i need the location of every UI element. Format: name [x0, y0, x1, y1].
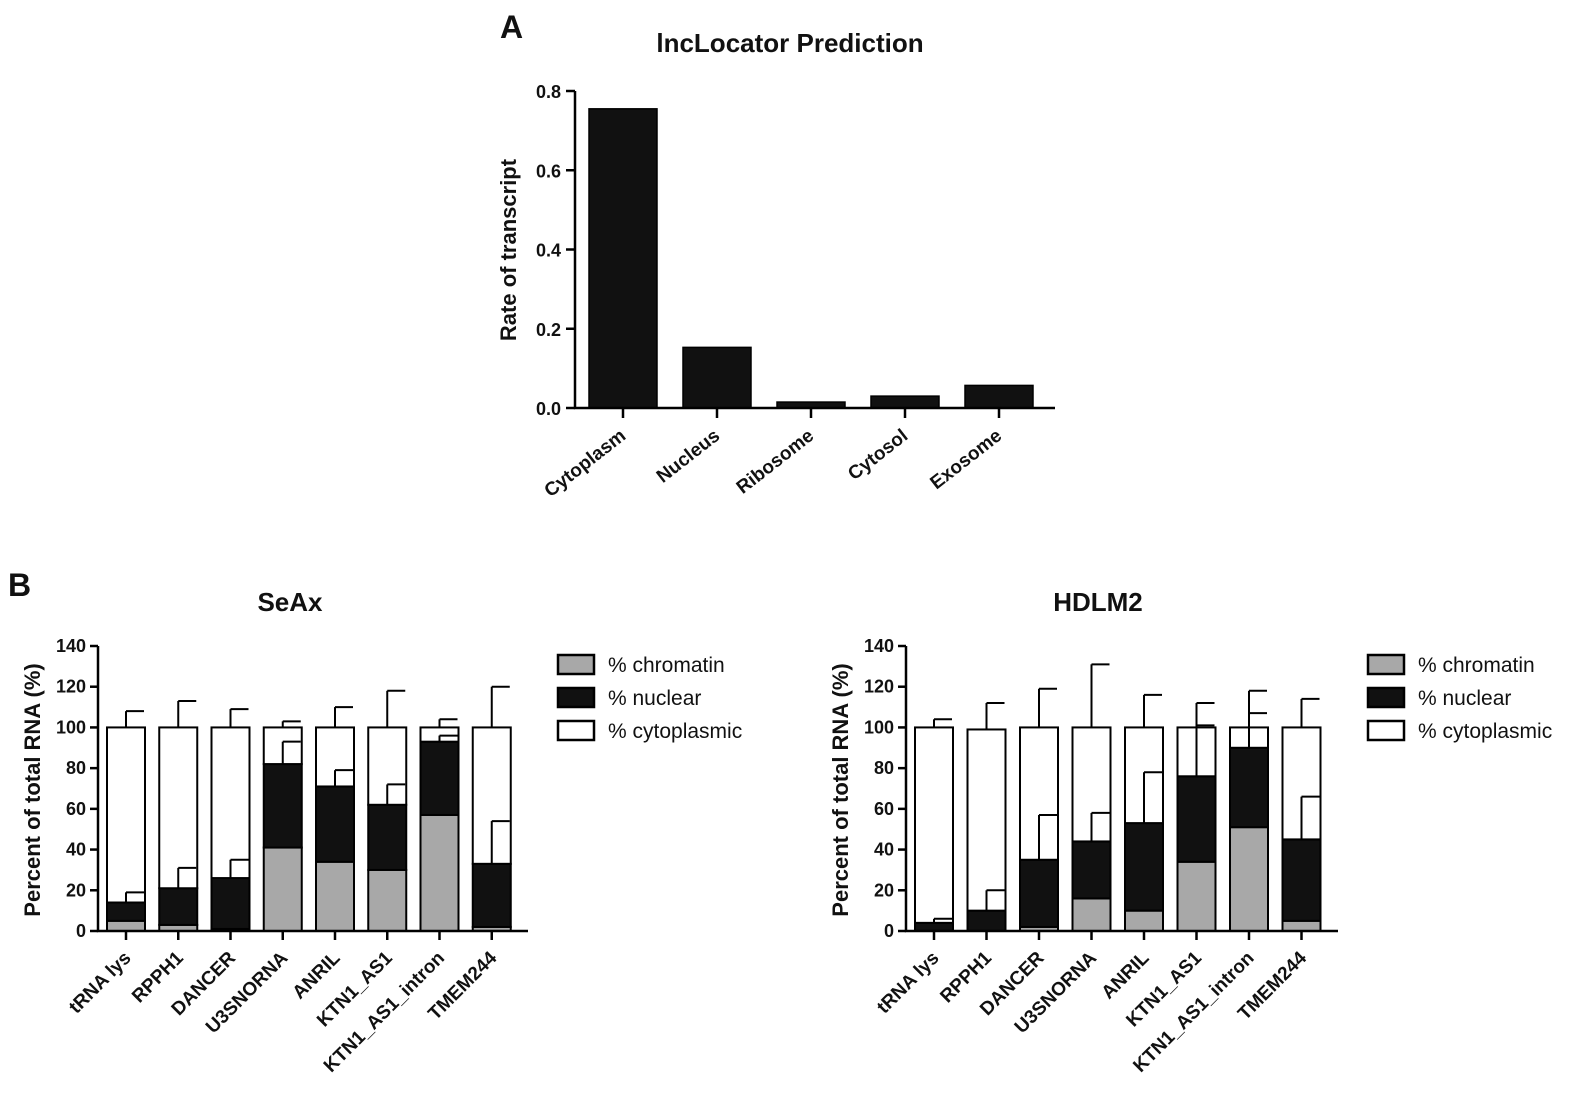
bar-cytoplasm	[588, 108, 658, 409]
bar-exosome	[964, 384, 1034, 409]
legend-swatch-cytoplasmic	[556, 719, 596, 742]
y-tick-label-hdlm2: 80	[874, 758, 894, 778]
legend-swatch-cytoplasmic	[1366, 719, 1406, 742]
x-tick-label-cytoplasm: Cytoplasm	[541, 425, 630, 501]
bar-segment-nuclear-tmem244	[1281, 838, 1322, 922]
y-tick-label-hdlm2: 100	[864, 717, 894, 737]
y-tick-label-a: 0.6	[536, 161, 561, 181]
bar-segment-nuclear-tmem244	[471, 862, 512, 928]
bar-segment-cytoplasmic-trna-lys	[106, 726, 146, 904]
chart-title-a: lncLocator Prediction	[656, 28, 923, 58]
bar-nucleus	[682, 346, 752, 409]
bar-segment-nuclear-u3snorna	[262, 763, 303, 849]
panel-b-hdlm2-chart: HDLM2 Percent of total RNA (%) 0 20 40 60 80…	[828, 587, 1552, 1077]
y-tick-label-seax: 20	[66, 880, 86, 900]
legend-swatch-chromatin	[556, 653, 596, 676]
bar-segment-nuclear-ktn1-as1	[1176, 775, 1217, 863]
x-tick-label-cytosol: Cytosol	[844, 425, 912, 484]
y-tick-label-seax: 140	[56, 636, 86, 656]
y-tick-label-seax: 60	[66, 799, 86, 819]
x-tick-label-exosome: Exosome	[927, 425, 1007, 494]
y-tick-label-hdlm2: 0	[884, 921, 894, 941]
bar-segment-chromatin-anril	[1124, 909, 1164, 933]
x-tick-label-hdlm2-trna-lys: tRNA lys	[873, 948, 943, 1018]
bar-segment-nuclear-rpph1	[158, 887, 199, 926]
bar-segment-chromatin-trna-lys	[106, 919, 146, 932]
bar-segment-nuclear-ktn1-as1-intron	[1229, 746, 1269, 829]
bar-segment-nuclear-ktn1-as1-intron	[419, 740, 460, 816]
bar-segment-chromatin-u3snorna	[1071, 897, 1112, 933]
y-axis-label-a: Rate of transcript	[496, 158, 521, 341]
y-tick-label-a: 0.8	[536, 82, 561, 102]
bar-segment-cytoplasmic-trna-lys	[914, 726, 954, 924]
y-tick-label-seax: 120	[56, 677, 86, 697]
y-tick-label-a: 0.0	[536, 399, 561, 419]
chart-title-seax: SeAx	[257, 587, 323, 617]
legend-label-nuclear: % nuclear	[1418, 687, 1511, 710]
y-tick-label-hdlm2: 140	[864, 636, 894, 656]
x-tick-label-seax-trna-lys: tRNA lys	[65, 948, 135, 1018]
y-tick-label-hdlm2: 120	[864, 677, 894, 697]
y-tick-label-seax: 0	[76, 921, 86, 941]
y-tick-label-hdlm2: 40	[874, 840, 894, 860]
bar-segment-chromatin-ktn1-as1	[1176, 860, 1217, 932]
y-tick-label-a: 0.4	[536, 241, 561, 261]
legend-label-nuclear: % nuclear	[608, 687, 701, 710]
legend-label-cytoplasmic: % cytoplasmic	[608, 720, 742, 743]
bar-segment-chromatin-ktn1-as1-intron	[1229, 826, 1269, 933]
legend-swatch-nuclear	[556, 686, 596, 709]
legend-swatch-chromatin	[1366, 653, 1406, 676]
bar-segment-chromatin-anril	[315, 860, 355, 932]
legend-swatch-nuclear	[1366, 686, 1406, 709]
legend-label-cytoplasmic: % cytoplasmic	[1418, 720, 1552, 743]
bar-segment-chromatin-ktn1-as1-intron	[419, 813, 460, 933]
legend-label-chromatin: % chromatin	[608, 654, 725, 677]
bar-segment-chromatin-tmem244	[1281, 919, 1322, 932]
y-tick-label-hdlm2: 20	[874, 880, 894, 900]
y-tick-label-seax: 80	[66, 758, 86, 778]
bar-segment-cytoplasmic-rpph1	[966, 728, 1007, 912]
legend-hdlm2: % chromatin % nuclear % cytoplasmic	[1366, 653, 1552, 743]
bar-cytosol	[870, 395, 940, 409]
x-tick-label-nucleus: Nucleus	[653, 425, 724, 487]
bar-segment-nuclear-dancer	[210, 877, 251, 930]
bar-segment-nuclear-dancer	[1019, 858, 1059, 928]
y-axis-label-hdlm2: Percent of total RNA (%)	[828, 663, 853, 916]
panel-letter-b: B	[8, 567, 31, 603]
x-tick-label-ribosome: Ribosome	[733, 425, 818, 498]
y-tick-label-seax: 40	[66, 840, 86, 860]
panel-letter-a: A	[500, 9, 523, 45]
bar-segment-nuclear-ktn1-as1	[367, 803, 408, 871]
y-tick-label-a: 0.2	[536, 320, 561, 340]
y-tick-label-hdlm2: 60	[874, 799, 894, 819]
bar-segment-chromatin-ktn1-as1	[367, 868, 408, 933]
bar-segment-nuclear-u3snorna	[1071, 840, 1112, 900]
bar-segment-nuclear-rpph1	[966, 909, 1007, 933]
bar-segment-cytoplasmic-rpph1	[158, 726, 199, 890]
y-tick-label-seax: 100	[56, 717, 86, 737]
bar-segment-nuclear-trna-lys	[106, 901, 146, 922]
bar-segment-nuclear-anril	[315, 785, 355, 863]
y-axis-label-seax: Percent of total RNA (%)	[20, 663, 45, 916]
bar-segment-cytoplasmic-dancer	[210, 726, 251, 880]
panel-a-lnclocator-chart: A lncLocator Prediction Rate of transcri…	[496, 9, 1055, 502]
legend-seax: % chromatin % nuclear % cytoplasmic	[556, 653, 742, 743]
panel-b-seax-chart: B SeAx Percent of total RNA (%) 0 20 40 60 8…	[8, 567, 742, 1077]
bar-segment-chromatin-u3snorna	[262, 846, 303, 932]
bar-segment-nuclear-anril	[1124, 822, 1164, 912]
chart-title-hdlm2: HDLM2	[1053, 587, 1143, 617]
legend-label-chromatin: % chromatin	[1418, 654, 1535, 677]
